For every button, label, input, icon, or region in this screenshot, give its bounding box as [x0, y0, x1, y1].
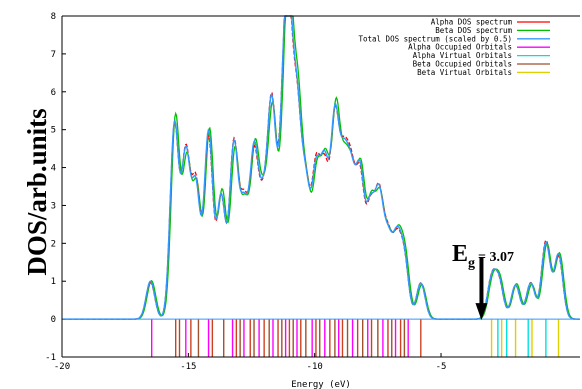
band-gap-arrowhead — [475, 303, 488, 321]
legend-label: Alpha Virtual Orbitals — [413, 51, 512, 60]
legend-label: Total DOS spectrum (scaled by 0.5) — [358, 34, 512, 43]
y-tick-label: 0 — [51, 315, 56, 325]
eg-subscript: g — [468, 256, 475, 271]
orbital-stick-lines — [151, 319, 560, 357]
svg-text:Eg= 3.07: Eg = 3.07 — [452, 241, 514, 271]
y-tick-label: 3 — [51, 201, 56, 211]
legend-label: Beta Virtual Orbitals — [417, 68, 512, 77]
y-tick-label: 6 — [51, 88, 56, 98]
eg-label: E — [452, 241, 468, 267]
y-tick-label: 4 — [51, 164, 56, 174]
y-tick-label: -1 — [45, 353, 56, 363]
dos-curves — [62, 15, 580, 320]
legend-label: Beta Occupied Orbitals — [413, 60, 512, 69]
y-tick-label: 1 — [51, 277, 56, 287]
x-tick-label: -20 — [54, 362, 70, 372]
y-tick-label: 5 — [51, 126, 56, 136]
total-dos-line — [62, 15, 580, 320]
legend-label: Alpha Occupied Orbitals — [408, 43, 512, 52]
plot-area — [62, 16, 580, 357]
band-gap-annotation: Eg = 3.07 — [452, 241, 514, 321]
x-axis-label: Energy (eV) — [291, 380, 351, 389]
y-tick-label: 7 — [51, 50, 56, 60]
y-tick-label: 2 — [51, 239, 56, 249]
legend-label: Alpha DOS spectrum — [431, 18, 513, 27]
x-tick-label: -15 — [180, 362, 196, 372]
eg-value: = 3.07 — [478, 250, 514, 265]
x-tick-label: -5 — [436, 362, 447, 372]
y-axis-label: DOS/arb.units — [22, 108, 52, 275]
y-tick-label: 8 — [51, 12, 56, 22]
legend-label: Beta DOS spectrum — [435, 26, 512, 35]
x-tick-label: -10 — [307, 362, 323, 372]
